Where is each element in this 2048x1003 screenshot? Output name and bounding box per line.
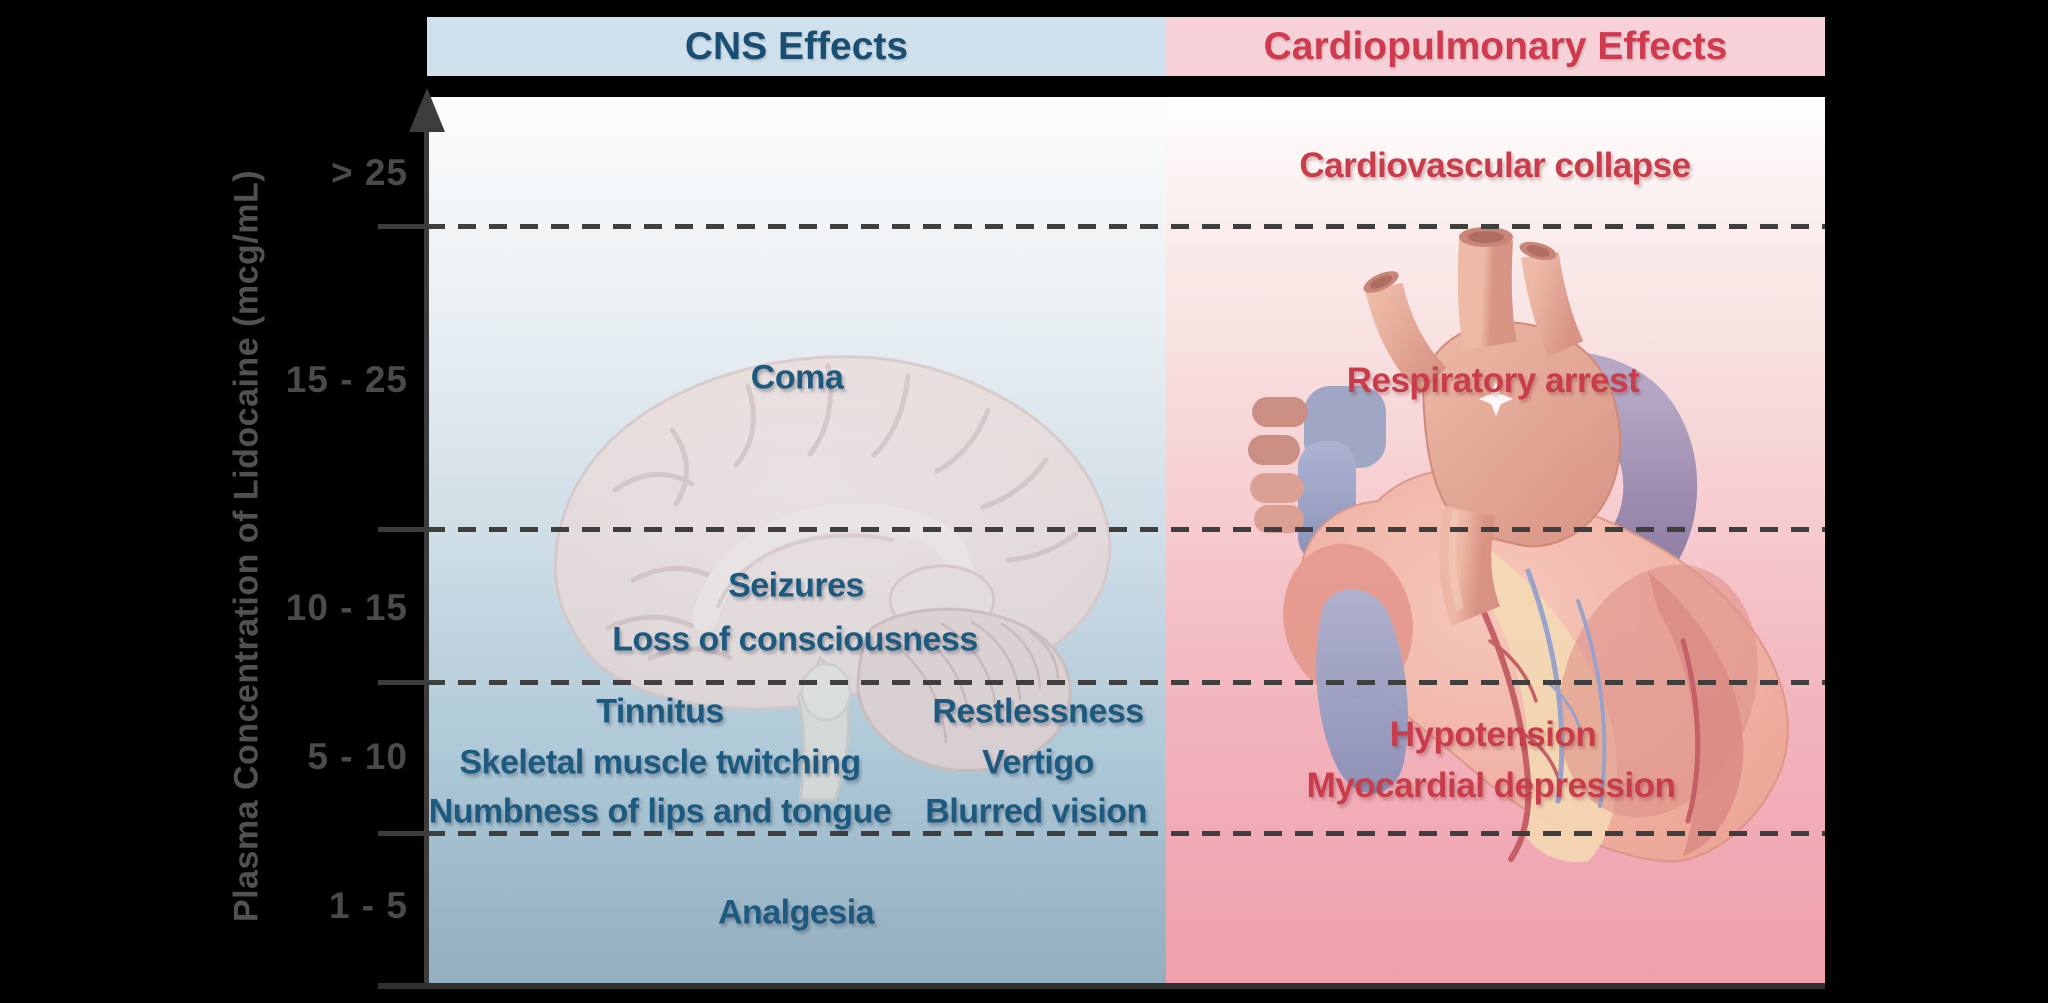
cns-header: CNS Effects <box>427 17 1166 76</box>
cardio-label-hypotension: Hypotension <box>1389 715 1597 754</box>
cns-label-coma: Coma <box>750 358 844 397</box>
heart-illustration <box>1248 227 1789 863</box>
y-axis-title: Plasma Concentration of Lidocaine (mcg/m… <box>227 169 266 923</box>
cns-label-loss-of-consciousness: Loss of consciousness <box>612 620 978 659</box>
cns-label-numbness-of-lips-and-tongue: Numbness of lips and tongue <box>428 792 892 831</box>
cardiopulmonary-header: Cardiopulmonary Effects <box>1166 17 1825 76</box>
cns-label-analgesia: Analgesia <box>717 893 875 932</box>
cns-label-restlessness: Restlessness <box>932 692 1144 731</box>
cns-label-skeletal-muscle-twitching: Skeletal muscle twitching <box>459 743 861 782</box>
axis-tick <box>378 224 428 229</box>
band-divider-line <box>427 831 1825 836</box>
tick-label-10-15: 10 - 15 <box>285 587 408 628</box>
cardio-label-cardiovascular-collapse: Cardiovascular collapse <box>1299 146 1691 185</box>
band-divider-line <box>427 680 1825 685</box>
x-axis-baseline <box>378 983 1825 989</box>
band-divider-line <box>427 224 1825 229</box>
axis-tick <box>378 527 428 532</box>
cardio-label-respiratory-arrest: Respiratory arrest <box>1346 361 1640 400</box>
band-divider-line <box>427 527 1825 532</box>
cardio-label-myocardial-depression: Myocardial depression <box>1306 766 1676 805</box>
cardiopulmonary-header-label: Cardiopulmonary Effects <box>1263 24 1728 68</box>
brain-illustration <box>553 355 1112 802</box>
tick-label-1-5: 1 - 5 <box>328 885 408 926</box>
y-axis-line <box>424 96 429 989</box>
cns-label-tinnitus: Tinnitus <box>596 692 724 731</box>
cns-header-label: CNS Effects <box>684 24 909 68</box>
y-axis-arrow-icon <box>409 88 445 132</box>
tick-label-15-25: 15 - 25 <box>285 359 408 400</box>
axis-tick <box>378 680 428 685</box>
cns-label-vertigo: Vertigo <box>982 743 1094 782</box>
tick-label-gt-25: > 25 <box>330 152 408 193</box>
cns-label-seizures: Seizures <box>728 566 864 605</box>
cns-label-blurred-vision: Blurred vision <box>925 792 1147 831</box>
sparkle-icon <box>1479 382 1513 416</box>
axis-tick <box>378 831 428 836</box>
tick-label-5-10: 5 - 10 <box>307 736 408 777</box>
